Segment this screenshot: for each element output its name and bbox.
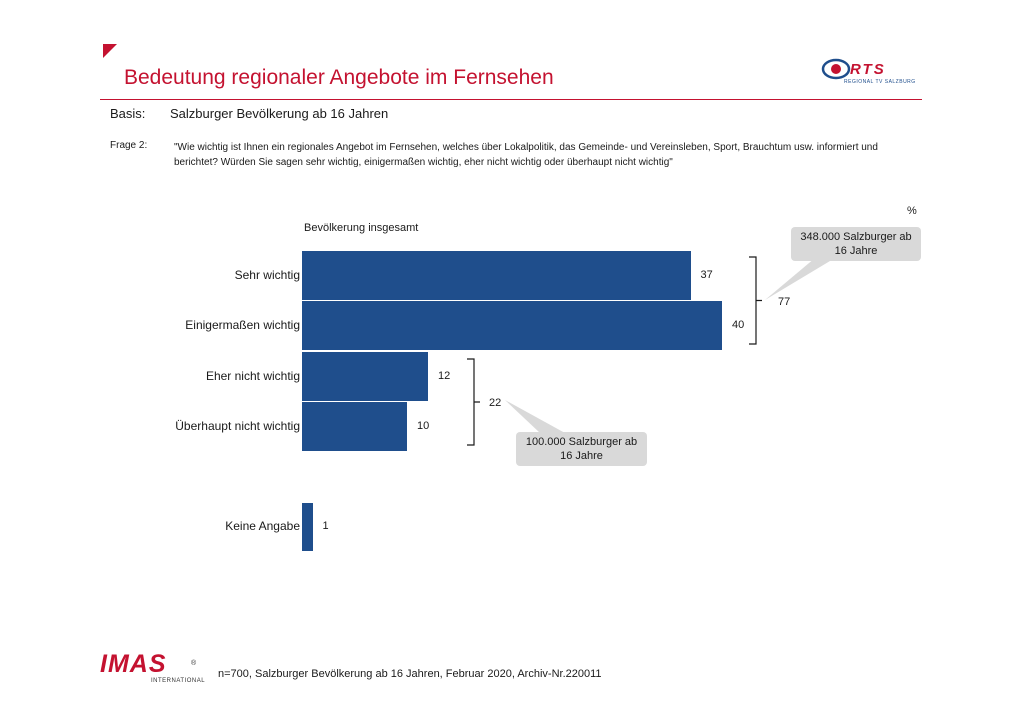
- value-label-4: 10: [417, 419, 430, 432]
- question-label: Frage 2:: [110, 140, 148, 151]
- question-text: "Wie wichtig ist Ihnen ein regionales An…: [174, 142, 878, 168]
- imas-registered-mark: ®: [191, 660, 197, 667]
- category-label-4: Überhaupt nicht wichtig: [175, 418, 300, 433]
- basis-text: Salzburger Bevölkerung ab 16 Jahren: [170, 106, 389, 121]
- callout-pointer-2: [505, 400, 565, 433]
- group-sum-1: 77: [778, 296, 791, 308]
- bar-5: [302, 503, 313, 551]
- category-label-1: Sehr wichtig: [234, 267, 300, 282]
- corner-mark: [103, 44, 117, 58]
- category-label-2: Einigermaßen wichtig: [185, 317, 300, 332]
- value-label-1: 37: [700, 268, 713, 281]
- imas-logo-text: IMAS: [100, 650, 167, 678]
- bar-4: [302, 402, 407, 451]
- bar-1: [302, 251, 691, 300]
- series-label: Bevölkerung insgesamt: [304, 222, 419, 234]
- bar-3: [302, 352, 428, 401]
- rts-logo-text: RTS: [850, 61, 886, 78]
- basis-label: Basis:: [110, 106, 146, 121]
- group-bracket-2: [467, 358, 480, 446]
- rts-logo-subtitle: REGIONAL TV SALZBURG: [844, 79, 916, 85]
- value-label-5: 1: [322, 520, 329, 532]
- category-label-3: Eher nicht wichtig: [205, 368, 300, 383]
- eye-logo-icon: [821, 58, 851, 80]
- bar-2: [302, 301, 722, 350]
- value-label-3: 12: [438, 369, 451, 382]
- group-bracket-1: [749, 256, 762, 345]
- value-label-2: 40: [732, 318, 745, 331]
- imas-logo-subtitle: INTERNATIONAL: [151, 678, 206, 684]
- unit-label: %: [907, 205, 917, 217]
- title-rule: [100, 99, 922, 100]
- footer-note: n=700, Salzburger Bevölkerung ab 16 Jahr…: [218, 668, 602, 680]
- page-title: Bedeutung regionaler Angebote im Fernseh…: [124, 66, 554, 89]
- group-sum-2: 22: [489, 397, 502, 409]
- basis-line: Basis: Salzburger Bevölkerung ab 16 Jahre…: [110, 106, 388, 121]
- group-callout-1: 348.000 Salzburger ab 16 Jahre: [791, 227, 921, 261]
- group-callout-2: 100.000 Salzburger ab 16 Jahre: [516, 432, 647, 466]
- category-label-5: Keine Angabe: [225, 519, 300, 533]
- callout-pointer-1: [765, 258, 835, 300]
